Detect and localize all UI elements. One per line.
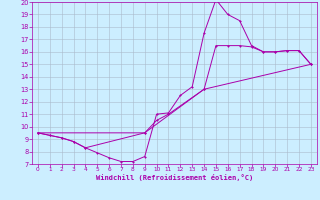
X-axis label: Windchill (Refroidissement éolien,°C): Windchill (Refroidissement éolien,°C) <box>96 174 253 181</box>
